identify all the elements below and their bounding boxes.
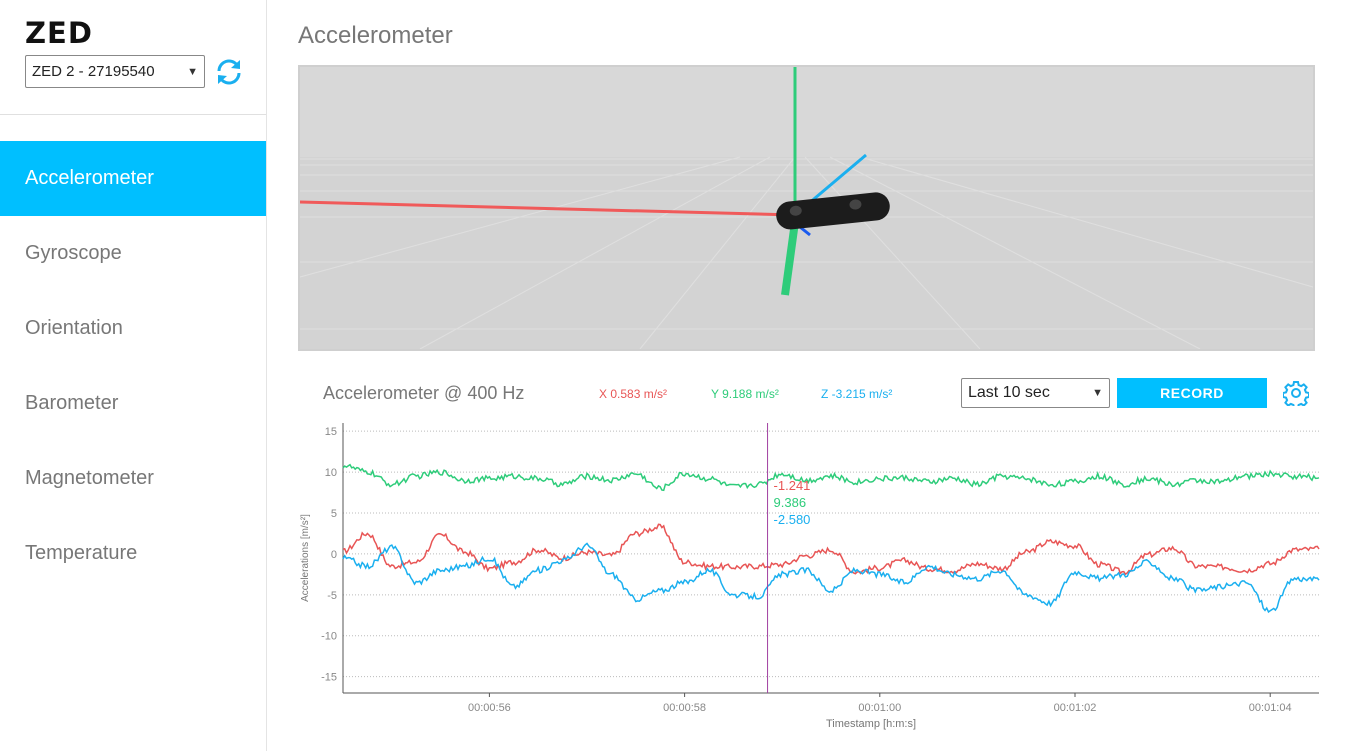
x-tick-label: 00:00:56 [468, 702, 511, 714]
sidebar-item-label: Magnetometer [25, 467, 154, 489]
device-select[interactable]: ZED 2 - 27195540 ▼ [25, 55, 205, 88]
sidebar-item-magnetometer[interactable]: Magnetometer [0, 441, 266, 516]
sidebar-item-label: Barometer [25, 392, 119, 414]
zed-logo: ZED [25, 16, 93, 50]
y-tick-label: 5 [331, 508, 337, 520]
y-tick-label: -5 [327, 590, 337, 602]
sidebar-nav: Accelerometer Gyroscope Orientation Baro… [0, 141, 266, 591]
refresh-icon[interactable] [213, 57, 245, 87]
chevron-down-icon: ▼ [187, 65, 198, 78]
record-button[interactable]: RECORD [1117, 378, 1267, 408]
sidebar-item-label: Accelerometer [25, 167, 154, 189]
3d-viewport[interactable] [298, 65, 1315, 351]
chevron-down-icon: ▼ [1092, 387, 1103, 399]
time-range-select[interactable]: Last 10 sec ▼ [961, 378, 1110, 408]
sidebar: ZED ZED 2 - 27195540 ▼ Accelerometer Gyr… [0, 0, 267, 751]
y-tick-label: -10 [321, 631, 337, 643]
sidebar-item-accelerometer[interactable]: Accelerometer [0, 141, 266, 216]
readout-y: Y 9.188 m/s² [711, 387, 779, 401]
x-tick-label: 00:01:04 [1249, 702, 1292, 714]
cursor-value-z: -2.580 [774, 512, 811, 527]
accelerometer-chart[interactable]: 15 10 5 0 -5 -10 -15 00:00:56 00:00:58 00:01:00 00… [267, 415, 1355, 735]
page-title: Accelerometer [298, 22, 453, 49]
series-line-y [342, 463, 1320, 492]
y-tick-label: 15 [325, 426, 337, 438]
cursor-value-x: -1.241 [774, 478, 811, 493]
x-tick-label: 00:01:02 [1054, 702, 1097, 714]
readout-z: Z -3.215 m/s² [821, 387, 893, 401]
series-line-x [342, 523, 1320, 576]
sidebar-item-temperature[interactable]: Temperature [0, 516, 266, 591]
sidebar-item-label: Gyroscope [25, 242, 122, 264]
time-range-value: Last 10 sec [968, 384, 1050, 401]
sidebar-item-label: Orientation [25, 317, 123, 339]
gear-icon[interactable] [1282, 380, 1310, 409]
y-axis-label: Accelerations [m/s²] [300, 514, 311, 602]
sidebar-item-orientation[interactable]: Orientation [0, 291, 266, 366]
3d-scene [300, 67, 1313, 349]
x-tick-label: 00:00:58 [663, 702, 706, 714]
device-select-value: ZED 2 - 27195540 [32, 63, 155, 80]
y-tick-label: 10 [325, 467, 337, 479]
main-panel: Accelerometer [267, 0, 1355, 751]
y-tick-label: -15 [321, 672, 337, 684]
series-line-z [342, 542, 1320, 614]
cursor-value-y: 9.386 [774, 495, 807, 510]
sidebar-item-barometer[interactable]: Barometer [0, 366, 266, 441]
sidebar-item-gyroscope[interactable]: Gyroscope [0, 216, 266, 291]
readout-x: X 0.583 m/s² [599, 387, 668, 401]
chart-header: Accelerometer @ 400 Hz [323, 383, 525, 403]
sidebar-item-label: Temperature [25, 542, 138, 564]
sidebar-divider [0, 114, 266, 115]
y-tick-label: 0 [331, 549, 337, 561]
x-tick-label: 00:01:00 [858, 702, 901, 714]
x-axis-label: Timestamp [h:m:s] [826, 718, 916, 730]
